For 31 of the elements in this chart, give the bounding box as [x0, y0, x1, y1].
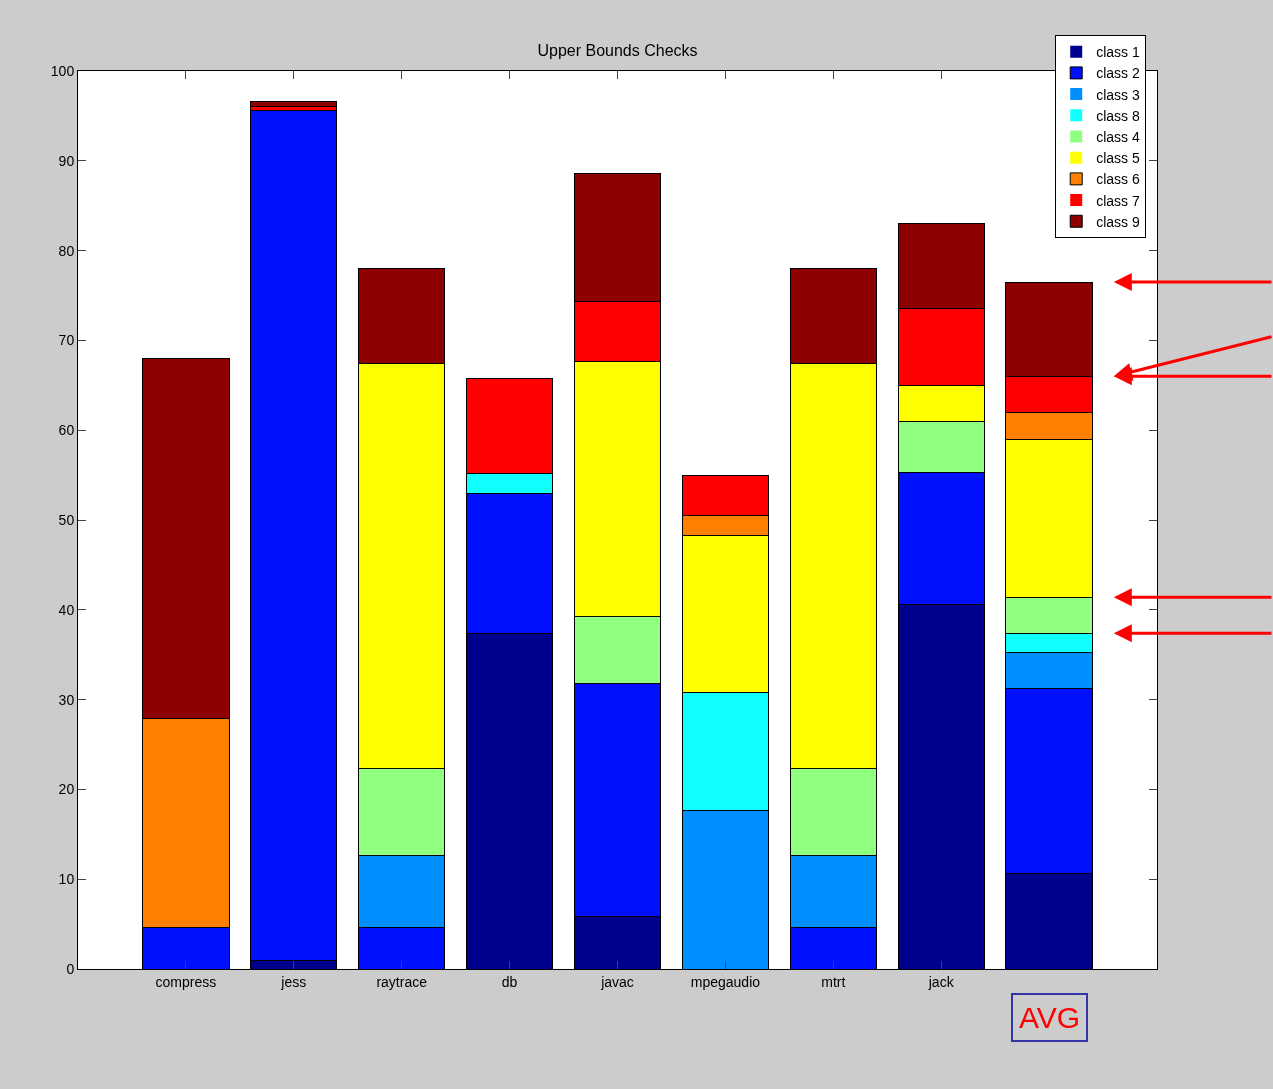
legend-label: class 4	[1096, 128, 1140, 145]
x-tick-label: mpegaudio	[690, 973, 761, 990]
text: AVG	[1019, 1001, 1081, 1034]
legend-label: class 9	[1096, 213, 1140, 230]
legend-label: class 5	[1096, 150, 1140, 167]
y-tick-label: 70	[58, 332, 75, 349]
y-tick-label: 10	[58, 871, 75, 888]
y-tick-label: 50	[58, 511, 75, 528]
bar	[250, 101, 338, 107]
x-tick-label: mtrt	[821, 973, 846, 990]
x-tick-label: javac	[600, 973, 634, 990]
x-tick-label: jess	[280, 973, 307, 990]
y-tick-label: 20	[58, 781, 75, 798]
x-tick-label: jack	[927, 973, 955, 990]
x-tick-label: raytrace	[376, 973, 428, 990]
legend-label: class 7	[1096, 192, 1140, 209]
legend-label: class 8	[1096, 107, 1140, 124]
legend-label: class 3	[1096, 86, 1140, 103]
y-tick-label: 40	[58, 601, 75, 618]
legend-label: class 6	[1096, 171, 1140, 188]
legend-label: class 1	[1096, 44, 1140, 61]
chart-title: Upper Bounds Checks	[537, 41, 698, 59]
legend-label: class 2	[1096, 65, 1140, 82]
x-tick-label: compress	[155, 973, 217, 990]
y-tick-label: 60	[58, 422, 75, 439]
x-tick-label: db	[501, 973, 518, 990]
y-tick-label: 90	[58, 152, 75, 169]
y-tick-label: 80	[58, 242, 75, 259]
y-tick-label: 0	[66, 960, 75, 977]
y-tick-label: 30	[58, 691, 75, 708]
y-tick-label: 100	[50, 62, 75, 79]
